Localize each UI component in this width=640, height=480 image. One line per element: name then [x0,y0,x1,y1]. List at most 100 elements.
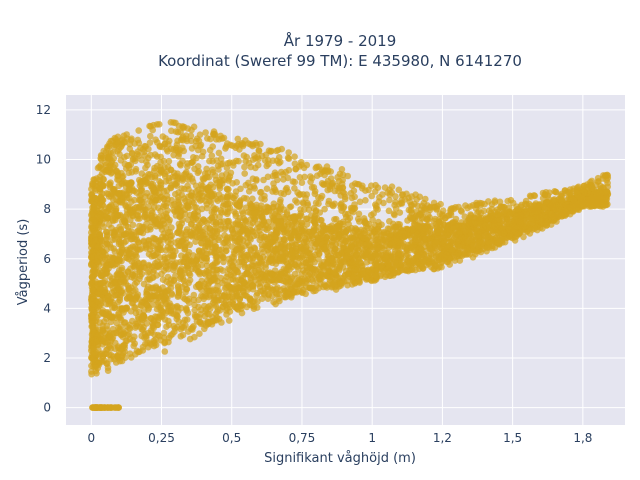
data-point [311,190,319,198]
data-point [350,259,357,267]
data-point [416,265,423,273]
data-point [226,204,234,212]
data-point [166,280,173,287]
data-point [380,228,388,236]
data-point [543,222,550,229]
data-point [255,147,263,155]
data-point [483,215,490,223]
data-point [184,182,191,190]
data-point [143,291,150,298]
data-point [174,229,181,236]
data-point [133,293,140,301]
data-point [101,255,109,263]
data-point [228,234,236,242]
data-point [139,229,147,237]
data-point [359,274,366,281]
data-point [314,224,322,231]
data-point [246,255,254,263]
data-point [155,314,163,322]
data-point [172,247,179,255]
data-point [126,249,133,257]
data-point [472,227,480,234]
data-point [175,242,182,250]
data-point [290,218,298,225]
data-point [426,235,433,242]
data-point [153,284,160,292]
data-point [343,252,351,260]
data-point [509,223,516,230]
data-point [514,230,522,238]
data-point [399,191,407,198]
data-point [257,287,264,295]
data-point [588,184,596,192]
data-point [99,196,106,203]
data-point [111,345,119,353]
data-point [309,284,317,292]
data-point [88,222,96,229]
data-point [278,222,285,230]
data-point [190,296,198,304]
data-point [141,212,148,220]
data-point [331,269,339,276]
data-point [173,179,181,187]
data-point [238,309,246,317]
data-point [215,287,222,295]
data-point [204,304,212,311]
data-point [179,294,187,301]
data-point [558,190,565,198]
data-point [224,210,231,218]
data-point [234,135,242,143]
data-point [198,261,205,269]
data-point [282,293,289,301]
data-point [353,250,360,258]
data-point [103,265,110,273]
data-point [170,310,177,318]
data-point [150,187,158,194]
data-point [259,245,266,253]
data-point [122,233,130,240]
data-point [228,243,236,250]
data-point [104,364,112,372]
data-point [165,218,173,226]
data-point [443,251,450,259]
data-point [277,268,285,276]
data-point [208,248,215,256]
data-point [277,196,284,204]
data-point [206,311,213,318]
data-point [198,286,205,294]
data-point [338,280,346,287]
data-point [140,207,147,214]
data-point [253,225,261,232]
data-point [242,137,249,144]
data-point [117,278,125,286]
data-point [310,227,318,235]
data-point [157,336,164,344]
data-point [161,172,169,180]
data-point [340,241,347,249]
data-point [197,181,205,188]
data-point [91,362,99,370]
data-point [271,232,278,240]
data-point [552,188,559,196]
data-point [259,253,267,261]
data-point [364,272,372,280]
data-point [213,308,221,316]
data-point [351,227,359,235]
data-point [261,233,268,241]
data-point [417,251,425,259]
data-point [88,192,95,199]
data-point [493,234,500,241]
data-point [346,234,354,241]
data-point [230,269,238,277]
data-point [439,207,447,214]
data-point [432,244,440,252]
data-point [123,206,131,214]
data-point [594,174,602,182]
data-point [175,194,182,201]
data-point [88,345,96,352]
data-point [521,200,529,208]
data-point [131,275,138,282]
data-point [132,324,139,331]
data-point [273,219,280,226]
data-point [170,169,178,177]
